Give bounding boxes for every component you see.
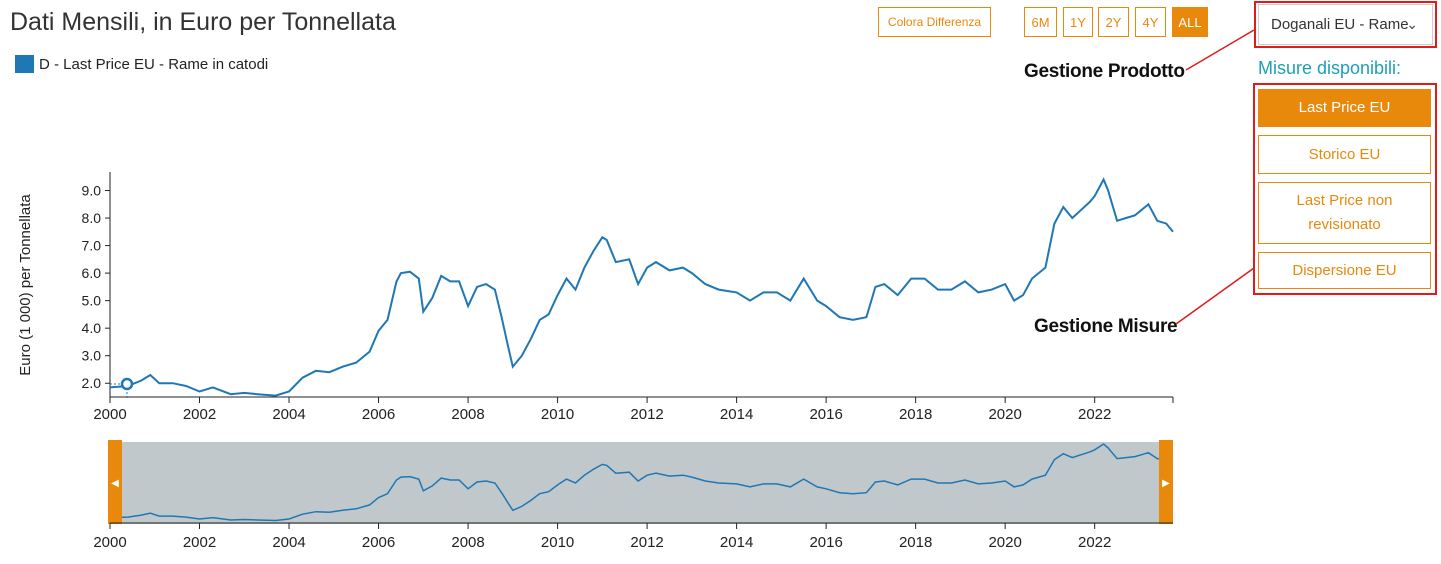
y-axis-label: Euro (1 000) per Tonnellata — [17, 194, 34, 376]
product-highlight-box — [1254, 1, 1437, 48]
x-axis: 2000 2002 2004 2006 2008 2010 2012 2014 2016 2018… — [93, 396, 1174, 423]
x-tick-label: 2012 — [630, 406, 663, 423]
x-tick-label: 2022 — [1078, 406, 1111, 423]
y-tick-label: 5.0 — [82, 293, 102, 309]
misura-last-price-non-revisionato-button[interactable]: Last Price non revisionato — [1258, 182, 1431, 244]
navigator-series-line — [109, 443, 1174, 522]
y-tick-label: 3.0 — [82, 348, 102, 364]
x-tick-label: 2016 — [809, 406, 842, 423]
navigator-left-arrow-icon: ◀ — [111, 478, 119, 489]
misura-dispersione-eu-button[interactable]: Dispersione EU — [1258, 252, 1431, 289]
x-tick-label: 2008 — [451, 406, 484, 423]
x-tick-label: 2010 — [541, 406, 574, 423]
navigator-right-arrow-icon: ▶ — [1162, 478, 1170, 489]
navigator-x-tick-label: 2002 — [183, 534, 216, 551]
navigator-x-tick-label: 2006 — [362, 534, 395, 551]
y-tick-label: 8.0 — [82, 210, 102, 226]
series-line — [109, 177, 1174, 397]
legend-swatch — [15, 55, 34, 73]
x-tick-label: 2014 — [720, 406, 753, 423]
navigator-x-axis: 2000 2002 2004 2006 2008 2010 2012 2014 2016 2018… — [93, 522, 1173, 551]
page-title: Dati Mensili, in Euro per Tonnellata — [10, 8, 396, 36]
misura-storico-eu-button[interactable]: Storico EU — [1258, 135, 1431, 174]
x-tick-label: 2004 — [272, 406, 305, 423]
navigator-x-tick-label: 2012 — [630, 534, 663, 551]
misure-highlight-box — [1253, 83, 1437, 295]
misura-last-price-eu-button[interactable]: Last Price EU — [1258, 89, 1431, 127]
navigator-x-tick-label: 2018 — [899, 534, 932, 551]
navigator-x-tick-label: 2008 — [451, 534, 484, 551]
navigator-x-tick-label: 2004 — [272, 534, 305, 551]
y-tick-label: 7.0 — [82, 238, 102, 254]
y-tick-label: 2.0 — [82, 375, 102, 391]
navigator-left-handle[interactable] — [108, 440, 122, 524]
product-select[interactable]: Doganali EU - Rame ⌄ — [1258, 4, 1433, 45]
chevron-down-icon: ⌄ — [1406, 16, 1418, 32]
x-tick-label: 2018 — [899, 406, 932, 423]
y-tick-label: 6.0 — [82, 265, 102, 281]
range-4y-button[interactable]: 4Y — [1135, 7, 1166, 37]
y-tick-label: 9.0 — [82, 183, 102, 199]
x-tick-label: 2002 — [183, 406, 216, 423]
navigator-x-tick-label: 2022 — [1078, 534, 1111, 551]
range-2y-button[interactable]: 2Y — [1098, 7, 1129, 37]
colora-differenza-button[interactable]: Colora Differenza — [878, 7, 991, 37]
y-axis: 2.0 3.0 4.0 5.0 6.0 7.0 8.0 9.0 — [82, 172, 111, 397]
range-6m-button[interactable]: 6M — [1024, 7, 1057, 37]
navigator-x-tick-label: 2014 — [720, 534, 753, 551]
misure-title: Misure disponibili: — [1258, 58, 1402, 78]
navigator-x-tick-label: 2020 — [988, 534, 1021, 551]
product-select-value: Doganali EU - Rame — [1271, 16, 1409, 33]
x-tick-label: 2020 — [988, 406, 1021, 423]
legend[interactable]: D - Last Price EU - Rame in catodi — [15, 55, 268, 73]
navigator-right-handle[interactable] — [1159, 440, 1173, 524]
x-tick-label: 2000 — [93, 406, 126, 423]
x-tick-label: 2006 — [362, 406, 395, 423]
annotation-gestione-prodotto: Gestione Prodotto — [1024, 61, 1185, 82]
y-tick-label: 4.0 — [82, 320, 102, 336]
annotation-gestione-misure: Gestione Misure — [1034, 316, 1178, 337]
focus-marker[interactable] — [120, 377, 134, 391]
navigator-x-tick-label: 2010 — [541, 534, 574, 551]
range-1y-button[interactable]: 1Y — [1063, 7, 1093, 37]
legend-label: D - Last Price EU - Rame in catodi — [39, 55, 269, 73]
navigator-x-tick-label: 2000 — [93, 534, 126, 551]
navigator-x-tick-label: 2016 — [809, 534, 842, 551]
